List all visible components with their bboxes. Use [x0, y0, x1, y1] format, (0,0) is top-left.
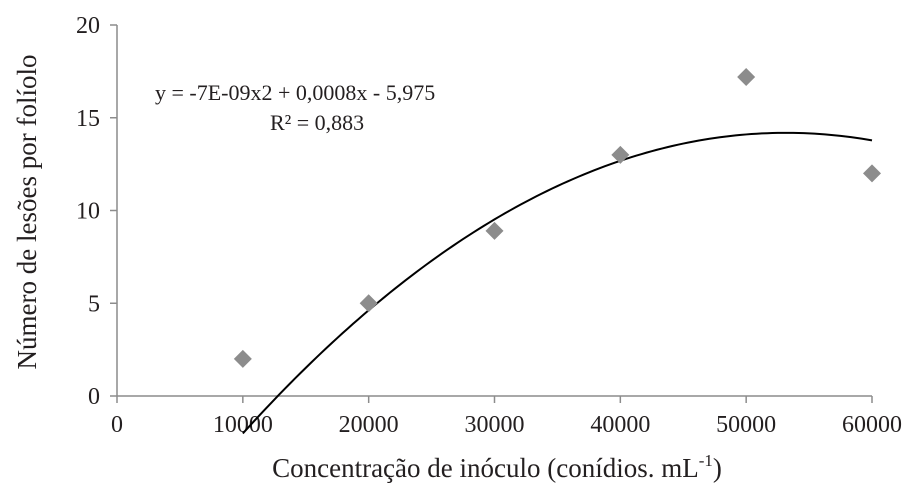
- y-axis-title: Número de lesões por folíolo: [12, 55, 42, 370]
- y-tick-label: 20: [76, 13, 100, 39]
- y-tick-label: 15: [76, 106, 100, 132]
- x-tick-label: 40000: [590, 412, 650, 438]
- trendline: [242, 131, 873, 435]
- y-ticks: 0 5 10 15 20: [76, 13, 117, 410]
- x-tick-label: 10000: [213, 412, 273, 438]
- r-squared-label: R² = 0,883: [270, 110, 364, 135]
- trendline-group: [242, 131, 873, 435]
- x-axis-title: Concentração de inóculo (conídios. mL-1): [272, 451, 722, 483]
- x-axis-title-main: Concentração de inóculo (conídios. mL: [272, 453, 699, 483]
- x-tick-label: 0: [111, 412, 123, 438]
- x-tick-label: 60000: [842, 412, 902, 438]
- data-point-diamond: [233, 349, 252, 368]
- data-point-diamond: [485, 221, 504, 240]
- x-tick-label: 20000: [339, 412, 399, 438]
- data-point-diamond: [611, 145, 630, 164]
- y-tick-label: 0: [88, 384, 100, 410]
- data-point-diamond: [863, 164, 881, 183]
- data-points: [233, 67, 881, 368]
- y-tick-label: 10: [76, 199, 100, 225]
- x-axis-title-suffix: ): [713, 453, 722, 483]
- x-tick-label: 30000: [465, 412, 525, 438]
- x-ticks: 0 10000 20000 30000 40000 50000 60000: [111, 396, 902, 438]
- y-tick-label: 5: [88, 291, 100, 317]
- data-point-diamond: [359, 294, 378, 313]
- trendline-equation: y = -7E-09x2 + 0,0008x - 5,975: [155, 80, 435, 105]
- data-point-diamond: [737, 67, 756, 86]
- x-axis-title-superscript: -1: [699, 451, 713, 470]
- x-tick-label: 50000: [716, 412, 776, 438]
